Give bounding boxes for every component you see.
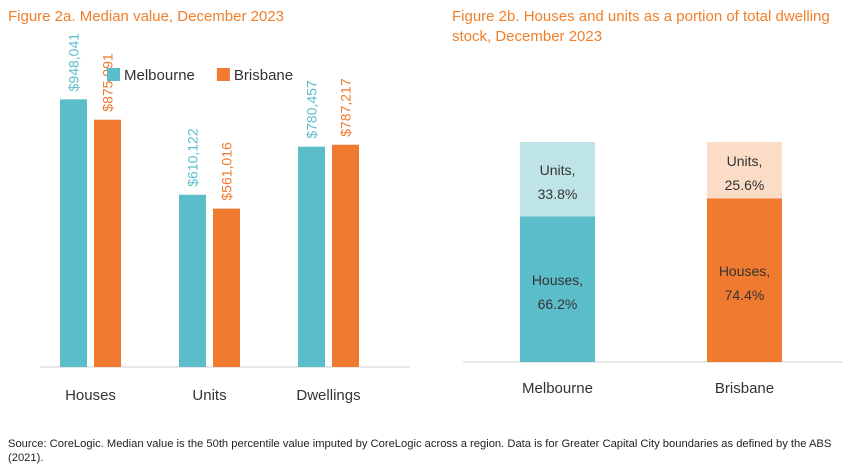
bar-units-brisbane [213, 208, 240, 367]
tick-label-units: Units [192, 387, 226, 404]
data-label-houses-melbourne: $948,041 [66, 33, 82, 92]
legend-label-melbourne: Melbourne [124, 67, 195, 84]
segment-label-houses-brisbane-value: 74.4% [725, 287, 765, 303]
figure-2a-title: Figure 2a. Median value, December 2023 [8, 8, 284, 25]
bar-dwellings-melbourne [298, 146, 325, 367]
tick-label-brisbane: Brisbane [715, 380, 774, 397]
segment-label-houses-melbourne-name: Houses, [532, 272, 583, 288]
tick-label-melbourne: Melbourne [522, 380, 593, 397]
segment-houses-melbourne [520, 216, 595, 362]
bar-dwellings-brisbane [332, 144, 359, 367]
segment-label-units-melbourne-name: Units, [540, 162, 576, 178]
segment-label-units-brisbane-value: 25.6% [725, 177, 765, 193]
source-note: Source: CoreLogic. Median value is the 5… [8, 438, 832, 464]
bar-units-melbourne [179, 194, 206, 367]
segment-label-units-melbourne-value: 33.8% [538, 186, 578, 202]
segment-units-brisbane [707, 142, 782, 199]
segment-label-houses-melbourne-value: 66.2% [538, 296, 578, 312]
legend-label-brisbane: Brisbane [234, 67, 293, 84]
tick-label-dwellings: Dwellings [296, 387, 360, 404]
data-label-dwellings-melbourne: $780,457 [304, 80, 320, 139]
figure-2b-title: Figure 2b. Houses and units as a portion… [452, 8, 830, 45]
segment-units-melbourne [520, 142, 595, 217]
segment-label-units-brisbane-name: Units, [727, 153, 763, 169]
legend-swatch-melbourne [107, 68, 120, 81]
tick-label-houses: Houses [65, 387, 116, 404]
legend-swatch-brisbane [216, 68, 230, 81]
data-label-houses-brisbane: $875,991 [100, 53, 116, 112]
segment-houses-brisbane [707, 198, 782, 362]
data-label-units-melbourne: $610,122 [185, 128, 201, 187]
data-label-units-brisbane: $561,016 [219, 142, 235, 201]
data-label-dwellings-brisbane: $787,217 [338, 78, 354, 137]
segment-label-houses-brisbane-name: Houses, [719, 263, 770, 279]
bar-houses-melbourne [60, 99, 87, 368]
bar-houses-brisbane [94, 119, 121, 367]
